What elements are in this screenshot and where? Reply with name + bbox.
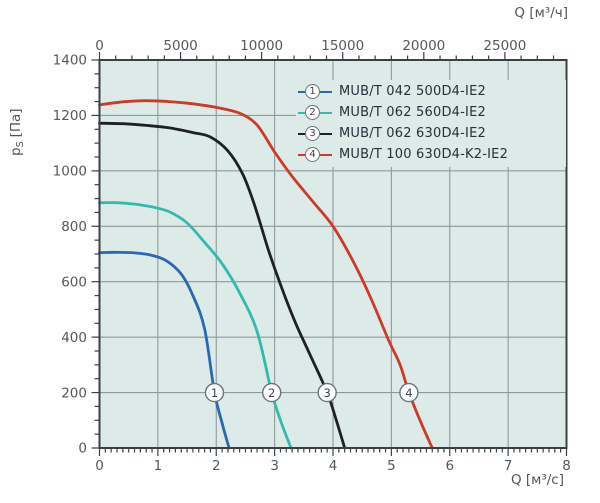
y-axis-title: pS [Па] <box>8 108 26 156</box>
x-axis-bottom-title: Q [м³/с] <box>510 472 564 488</box>
y-tick-label: 800 <box>61 219 87 235</box>
curve-marker-label-4: 4 <box>405 386 412 400</box>
y-tick-label: 1000 <box>53 164 87 180</box>
x-bottom-tick-label: 7 <box>504 458 513 474</box>
x-top-tick-label: 25000 <box>483 38 526 54</box>
x-bottom-tick-label: 6 <box>445 458 454 474</box>
curve-1 <box>98 250 231 450</box>
x-bottom-tick-label: 0 <box>95 458 104 474</box>
y-axis-title-unit: [Па] <box>8 108 24 138</box>
x-bottom-tick-label: 5 <box>387 458 396 474</box>
curve-marker-label-2: 2 <box>268 386 275 400</box>
y-tick-label: 1400 <box>53 53 87 69</box>
y-axis-title-symbol: p <box>8 147 24 156</box>
x-bottom-tick-label: 4 <box>329 458 338 474</box>
curve-marker-4 <box>399 382 419 403</box>
curve-marker-3 <box>317 382 337 403</box>
curve-marker-label-3: 3 <box>323 386 330 400</box>
y-tick-label: 1200 <box>53 108 87 124</box>
legend-number-badge: 1 <box>305 83 320 99</box>
x-top-tick-label: 0 <box>95 38 104 54</box>
legend-item-3: 3 MUB/T 062 630D4-IE2 <box>296 123 566 144</box>
curve-4 <box>98 99 434 450</box>
legend-item-4: 4 MUB/T 100 630D4-K2-IE2 <box>296 144 566 165</box>
legend-label: MUB/T 062 560D4-IE2 <box>339 105 486 120</box>
legend-item-2: 2 MUB/T 062 560D4-IE2 <box>296 102 566 123</box>
y-tick-label: 200 <box>61 385 87 401</box>
curve-marker-label-1: 1 <box>211 386 218 400</box>
y-tick-label: 600 <box>61 274 87 290</box>
x-top-tick-label: 20000 <box>402 38 445 54</box>
legend-marker-3: 3 <box>296 125 334 142</box>
legend-marker-2: 2 <box>296 104 334 121</box>
legend-number-badge: 3 <box>305 125 320 141</box>
x-bottom-tick-label: 3 <box>270 458 279 474</box>
x-top-tick-label: 5000 <box>163 38 197 54</box>
legend-marker-1: 1 <box>296 83 334 100</box>
legend: 1 MUB/T 042 500D4-IE2 2 MUB/T 062 560D4-IE2… <box>296 80 566 167</box>
legend-number-badge: 2 <box>305 104 320 120</box>
y-tick-label: 0 <box>78 441 87 457</box>
curve-3 <box>98 121 347 450</box>
x-top-tick-label: 15000 <box>321 38 364 54</box>
legend-label: MUB/T 100 630D4-K2-IE2 <box>339 147 509 162</box>
x-bottom-tick-label: 8 <box>562 458 571 474</box>
y-axis-title-subscript: S <box>15 141 26 148</box>
y-tick-label: 400 <box>61 330 87 346</box>
x-bottom-tick-label: 2 <box>212 458 221 474</box>
curve-marker-2 <box>262 382 282 403</box>
legend-label: MUB/T 062 630D4-IE2 <box>339 126 486 141</box>
x-top-tick-label: 10000 <box>240 38 283 54</box>
legend-marker-4: 4 <box>296 146 334 163</box>
legend-number-badge: 4 <box>305 146 320 162</box>
legend-label: MUB/T 042 500D4-IE2 <box>339 84 486 99</box>
x-bottom-tick-label: 1 <box>154 458 163 474</box>
legend-item-1: 1 MUB/T 042 500D4-IE2 <box>296 81 566 102</box>
curve-marker-1 <box>204 382 225 403</box>
x-axis-top-title: Q [м³/ч] <box>514 5 568 21</box>
